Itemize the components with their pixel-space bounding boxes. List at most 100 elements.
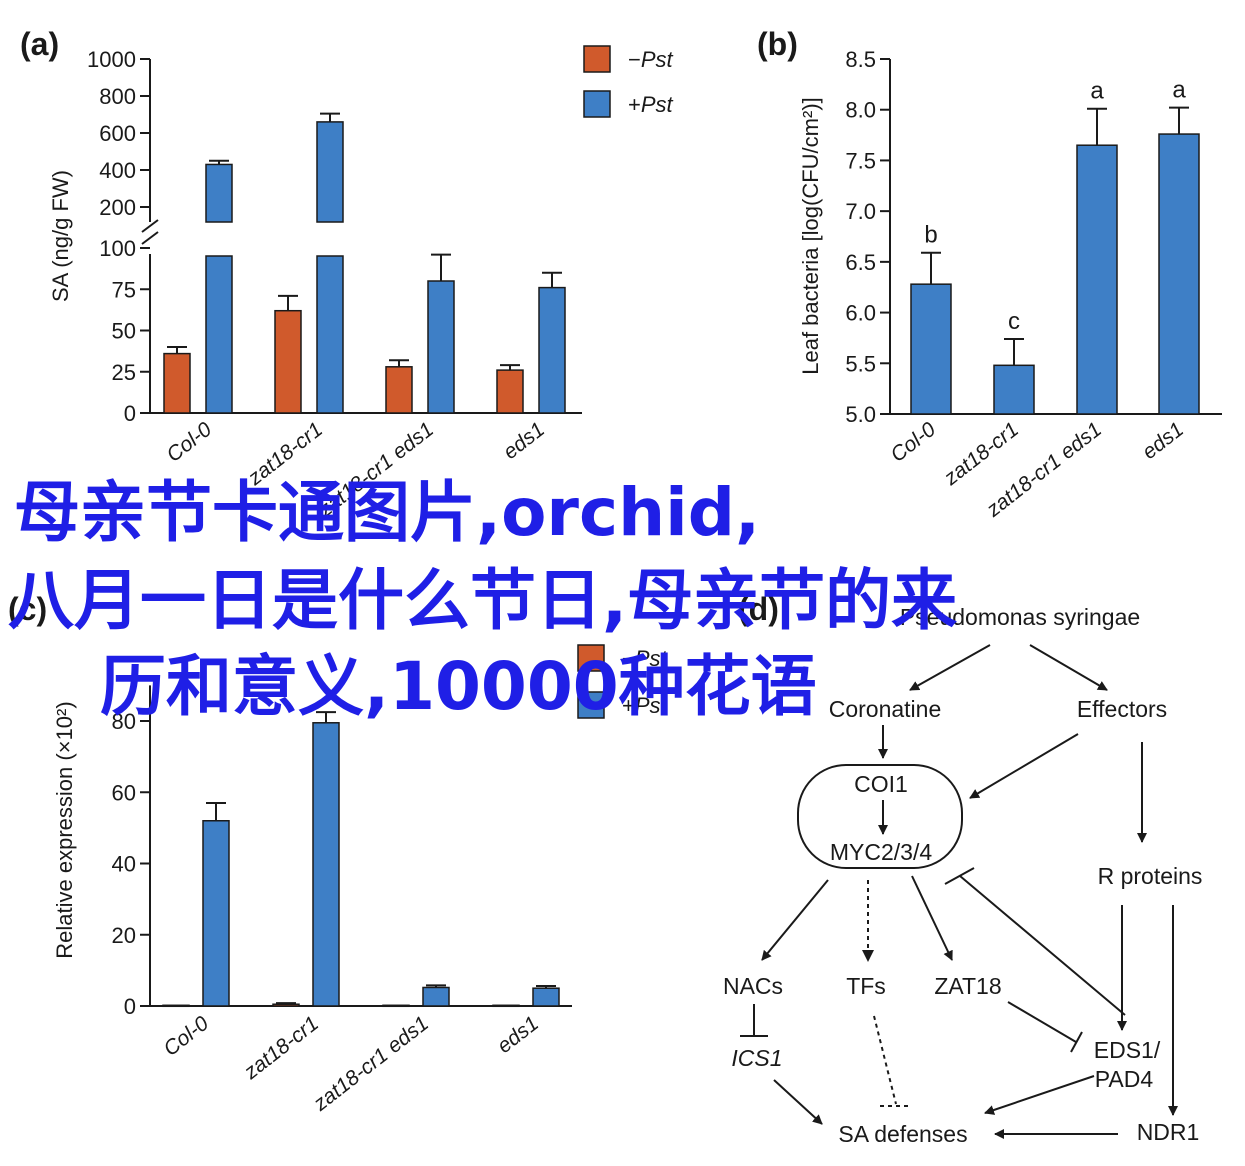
node-nacs: NACs [723, 973, 783, 999]
chart-a-legend-minus-label: −Pst [628, 47, 674, 72]
chart-a-category-label: zat18-cr1 eds1 [314, 418, 438, 522]
node-coronatine: Coronatine [829, 696, 942, 722]
chart-c-bar [492, 1004, 520, 1008]
chart-b-ytick-label: 8.0 [845, 98, 876, 123]
chart-b-ytick-label: 5.5 [845, 351, 876, 376]
node-myc: MYC2/3/4 [830, 839, 932, 865]
node-pad4: PAD4 [1095, 1066, 1154, 1092]
chart-c-ylabel: Relative expression (×10²) [52, 701, 77, 958]
chart-b-significance-label: c [1008, 308, 1020, 335]
chart-b-ytick-label: 7.0 [845, 199, 876, 224]
chart-c-bar [272, 1003, 300, 1007]
chart-b: 5.0 5.5 6.0 6.5 7.0 7.5 8.0 8.5 Leaf bacteria [l… [798, 47, 1222, 522]
chart-b-category-label: eds1 [1138, 418, 1188, 464]
arrow-myc-zat18 [911, 875, 953, 961]
chart-c-bar [382, 1004, 410, 1008]
inhibit-eds1-myc-bar [944, 867, 975, 885]
chart-a-ytick-label: 600 [99, 121, 136, 146]
chart-c-category-label: eds1 [493, 1012, 543, 1058]
chart-a-ytick-label: 25 [112, 360, 136, 385]
chart-a-break-mark-1 [141, 231, 159, 245]
chart-c-category-label: zat18-cr1 eds1 [309, 1012, 433, 1116]
node-pseudomonas: Pseudomonas syringae [900, 604, 1140, 630]
chart-c-bar [532, 987, 560, 1007]
arrow-myc-nacs [761, 879, 829, 961]
chart-a-legend-minus-swatch [583, 45, 611, 73]
arrow-pseudomonas-effectors [1029, 644, 1108, 691]
arrow-eds1-sadefenses [984, 1075, 1095, 1115]
chart-a-category-label: Col-0 [162, 418, 216, 467]
chart-b-ytick-label: 7.5 [845, 148, 876, 173]
panel-letter-a: (a) [20, 26, 59, 62]
chart-a-bar [163, 352, 191, 414]
chart-a-ytick-label: 1000 [87, 47, 136, 72]
chart-c-category-label: Col-0 [159, 1012, 213, 1061]
chart-a-ytick-label: 0 [124, 401, 136, 426]
chart-a-category-label: eds1 [499, 418, 549, 464]
chart-b-ytick-label: 5.0 [845, 402, 876, 427]
chart-b-ytick-label: 6.0 [845, 301, 876, 326]
chart-b-bar [993, 364, 1035, 415]
chart-c-ytick-label: 60 [112, 780, 136, 805]
panel-letter-b: (b) [757, 26, 798, 62]
node-ndr1: NDR1 [1137, 1119, 1200, 1145]
chart-a-bar [385, 366, 413, 414]
chart-c-ytick-label: 0 [124, 994, 136, 1019]
chart-a-bar-upper [316, 121, 344, 223]
chart-a-bar [496, 369, 524, 414]
chart-c-bar [202, 820, 230, 1007]
dashed-tfs-sadefenses [873, 1015, 897, 1105]
chart-b-bar [910, 283, 952, 415]
chart-b-significance-label: a [1172, 77, 1186, 104]
coi1-myc-complex [797, 764, 963, 869]
chart-a-ytick-label: 100 [99, 236, 136, 261]
chart-a-ylabel: SA (ng/g FW) [48, 170, 73, 302]
chart-b-bar [1076, 144, 1118, 415]
node-sa-defenses: SA defenses [838, 1121, 967, 1147]
chart-a-ytick-label: 400 [99, 158, 136, 183]
chart-b-ylabel: Leaf bacteria [log(CFU/cm²)] [798, 97, 823, 375]
chart-c-legend-plus-label: +Pst [622, 693, 668, 718]
chart-a-ytick-label: 75 [112, 277, 136, 302]
inhibit-eds1-myc [959, 875, 1126, 1016]
chart-a-ytick-label: 800 [99, 84, 136, 109]
inhibit-zat18-eds1-bar [1070, 1031, 1083, 1053]
chart-b-ytick-label: 8.5 [845, 47, 876, 72]
chart-a-bar [316, 255, 344, 414]
arrow-pseudomonas-coronatine [909, 644, 991, 691]
dashed-myc-tfs-head [862, 950, 874, 962]
chart-a-bar [538, 286, 566, 414]
chart-c-legend-plus-swatch [577, 691, 605, 719]
chart-b-category-label: Col-0 [886, 418, 940, 467]
chart-a-break-mark-2 [141, 219, 159, 233]
chart-a-legend-plus-swatch [583, 90, 611, 118]
pathway-diagram: Pseudomonas syringae Coronatine Effector… [723, 604, 1202, 1147]
chart-c-ytick-label: 40 [112, 852, 136, 877]
chart-a-bar-upper [205, 163, 233, 223]
node-ics1: ICS1 [731, 1045, 782, 1071]
node-eds1: EDS1/ [1094, 1037, 1161, 1063]
chart-a-ytick-label: 200 [99, 195, 136, 220]
node-r-proteins: R proteins [1098, 863, 1203, 889]
node-tfs: TFs [846, 973, 886, 999]
arrow-effectors-coi1 [969, 733, 1079, 799]
chart-b-significance-label: a [1090, 78, 1104, 105]
chart-c-bar [312, 722, 340, 1007]
node-coi1: COI1 [854, 771, 908, 797]
chart-a-bar [205, 255, 233, 414]
chart-a: 0 25 50 75 100 200 400 600 800 1000 SA (ng/g FW) Co… [48, 45, 674, 522]
panel-letter-d: (d) [738, 591, 779, 627]
chart-a-legend-plus-label: +Pst [628, 92, 674, 117]
panel-letter-c: (c) [8, 591, 47, 627]
chart-b-significance-label: b [924, 222, 937, 249]
node-effectors: Effectors [1077, 696, 1167, 722]
arrow-ics1-sadefenses [773, 1079, 823, 1125]
chart-c-legend-minus-swatch [577, 644, 605, 672]
inhibit-zat18-eds1 [1007, 1001, 1077, 1043]
chart-c-legend-minus-label: −Pst [622, 646, 668, 671]
chart-c-ytick-label: 80 [112, 709, 136, 734]
chart-c-bar [162, 1004, 190, 1008]
chart-c-bar [422, 986, 450, 1007]
